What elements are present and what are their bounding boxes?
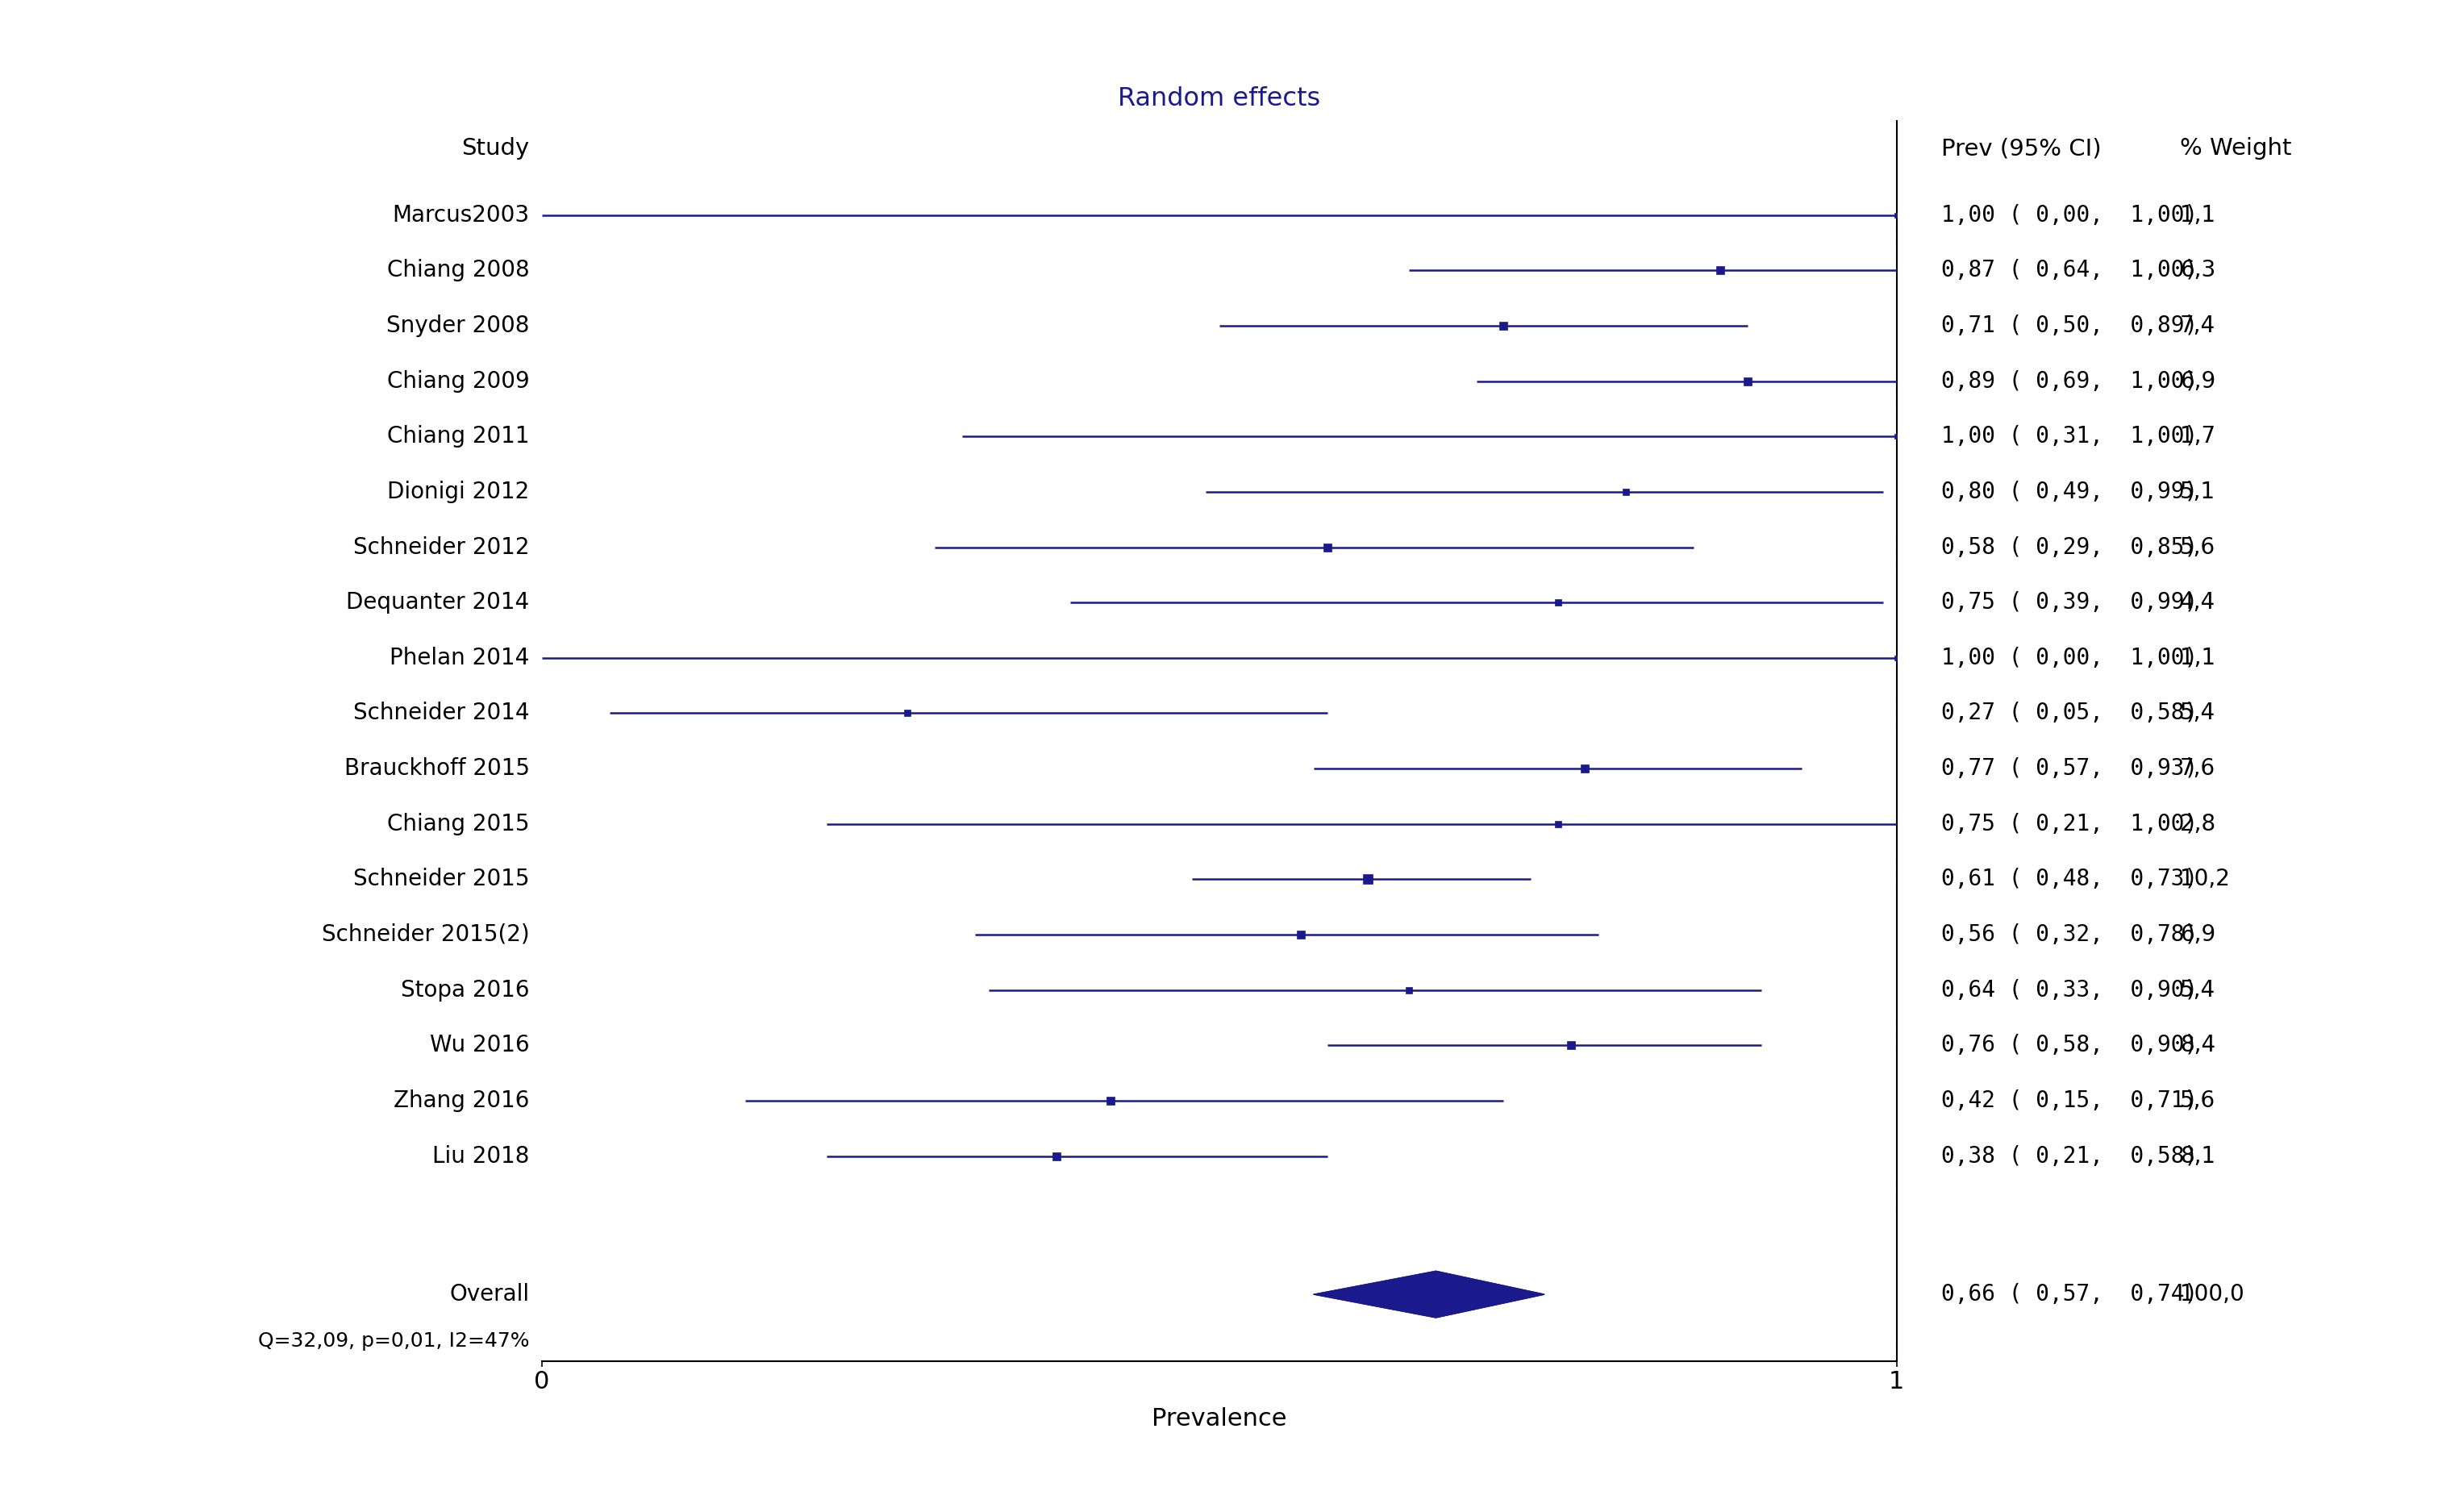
Text: 0,61 ( 0,48,  0,73): 0,61 ( 0,48, 0,73) [1941, 868, 2197, 891]
Text: 100,0: 100,0 [2180, 1284, 2244, 1306]
Text: 0,27 ( 0,05,  0,58): 0,27 ( 0,05, 0,58) [1941, 702, 2197, 724]
Text: 0,71 ( 0,50,  0,89): 0,71 ( 0,50, 0,89) [1941, 314, 2197, 337]
Text: 5,6: 5,6 [2180, 535, 2214, 558]
Text: 7,4: 7,4 [2180, 314, 2214, 337]
Text: 0,76 ( 0,58,  0,90): 0,76 ( 0,58, 0,90) [1941, 1034, 2197, 1057]
Text: 2,8: 2,8 [2180, 812, 2214, 835]
Text: 10,2: 10,2 [2180, 868, 2229, 891]
Text: Zhang 2016: Zhang 2016 [394, 1089, 530, 1111]
Text: 1,00 ( 0,00,  1,00): 1,00 ( 0,00, 1,00) [1941, 204, 2197, 227]
Text: 7,6: 7,6 [2180, 758, 2214, 780]
Text: 0,42 ( 0,15,  0,71): 0,42 ( 0,15, 0,71) [1941, 1089, 2197, 1111]
Text: 1,1: 1,1 [2180, 647, 2214, 670]
Text: 6,9: 6,9 [2180, 370, 2214, 393]
Text: 0,89 ( 0,69,  1,00): 0,89 ( 0,69, 1,00) [1941, 370, 2197, 393]
Text: Chiang 2008: Chiang 2008 [387, 259, 530, 281]
Text: 0,64 ( 0,33,  0,90): 0,64 ( 0,33, 0,90) [1941, 978, 2197, 1001]
Text: Snyder 2008: Snyder 2008 [387, 314, 530, 337]
Text: 0,87 ( 0,64,  1,00): 0,87 ( 0,64, 1,00) [1941, 259, 2197, 281]
Text: Schneider 2015: Schneider 2015 [352, 868, 530, 891]
Text: % Weight: % Weight [2180, 138, 2291, 160]
Text: 1,7: 1,7 [2180, 425, 2214, 448]
Text: 1,00 ( 0,00,  1,00): 1,00 ( 0,00, 1,00) [1941, 647, 2197, 670]
Text: 0,58 ( 0,29,  0,85): 0,58 ( 0,29, 0,85) [1941, 535, 2197, 558]
Text: 5,4: 5,4 [2180, 978, 2214, 1001]
Text: 6,3: 6,3 [2180, 259, 2214, 281]
Text: 0,38 ( 0,21,  0,58): 0,38 ( 0,21, 0,58) [1941, 1145, 2197, 1167]
Text: 0,66 ( 0,57,  0,74): 0,66 ( 0,57, 0,74) [1941, 1284, 2197, 1306]
Polygon shape [1315, 1272, 1544, 1317]
Text: Chiang 2015: Chiang 2015 [387, 812, 530, 835]
Title: Random effects: Random effects [1118, 86, 1320, 110]
Text: 1,1: 1,1 [2180, 204, 2214, 227]
Text: Chiang 2011: Chiang 2011 [387, 425, 530, 448]
Text: 6,9: 6,9 [2180, 924, 2214, 947]
Text: 4,4: 4,4 [2180, 591, 2214, 614]
Text: Schneider 2012: Schneider 2012 [352, 535, 530, 558]
Text: Phelan 2014: Phelan 2014 [389, 647, 530, 670]
Text: Stopa 2016: Stopa 2016 [401, 978, 530, 1001]
Text: Dequanter 2014: Dequanter 2014 [347, 591, 530, 614]
Text: Brauckhoff 2015: Brauckhoff 2015 [345, 758, 530, 780]
Text: 5,6: 5,6 [2180, 1089, 2214, 1111]
Text: Marcus2003: Marcus2003 [392, 204, 530, 227]
Text: 0,80 ( 0,49,  0,99): 0,80 ( 0,49, 0,99) [1941, 481, 2197, 503]
Text: Liu 2018: Liu 2018 [433, 1145, 530, 1167]
Text: 8,1: 8,1 [2180, 1145, 2214, 1167]
Text: Overall: Overall [451, 1284, 530, 1306]
Text: Wu 2016: Wu 2016 [431, 1034, 530, 1057]
Text: 0,75 ( 0,39,  0,99): 0,75 ( 0,39, 0,99) [1941, 591, 2197, 614]
Text: Schneider 2015(2): Schneider 2015(2) [323, 924, 530, 947]
X-axis label: Prevalence: Prevalence [1153, 1408, 1286, 1430]
Text: Study: Study [461, 138, 530, 160]
Text: Chiang 2009: Chiang 2009 [387, 370, 530, 393]
Text: 0,75 ( 0,21,  1,00): 0,75 ( 0,21, 1,00) [1941, 812, 2197, 835]
Text: Schneider 2014: Schneider 2014 [352, 702, 530, 724]
Text: 0,77 ( 0,57,  0,93): 0,77 ( 0,57, 0,93) [1941, 758, 2197, 780]
Text: Prev (95% CI): Prev (95% CI) [1941, 138, 2101, 160]
Text: 8,4: 8,4 [2180, 1034, 2214, 1057]
Text: Dionigi 2012: Dionigi 2012 [387, 481, 530, 503]
Text: 1,00 ( 0,31,  1,00): 1,00 ( 0,31, 1,00) [1941, 425, 2197, 448]
Text: 5,4: 5,4 [2180, 702, 2214, 724]
Text: 5,1: 5,1 [2180, 481, 2214, 503]
Text: 0,56 ( 0,32,  0,78): 0,56 ( 0,32, 0,78) [1941, 924, 2197, 947]
Text: Q=32,09, p=0,01, I2=47%: Q=32,09, p=0,01, I2=47% [259, 1332, 530, 1352]
